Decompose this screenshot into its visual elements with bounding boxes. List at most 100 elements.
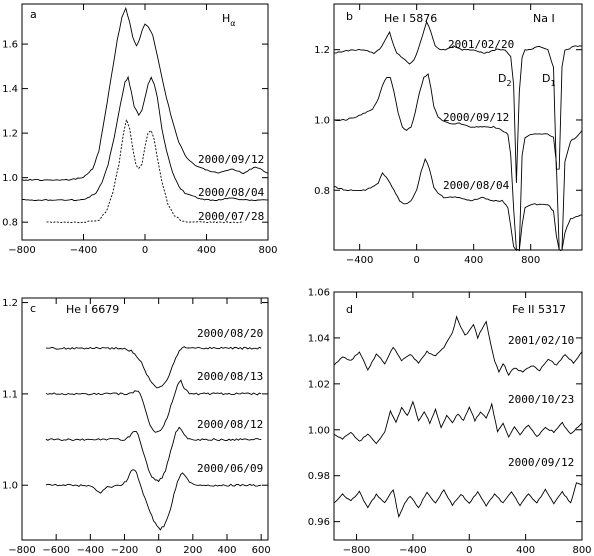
series-line-b-1 (333, 73, 583, 252)
x-tick-label-b-2: 400 (464, 255, 483, 266)
panel-a-title: Hα (222, 12, 236, 28)
panel-d-frame (333, 291, 583, 541)
x-tick-label-b-1: 0 (413, 255, 419, 266)
y-tick-label-b-2: 1.2 (314, 45, 330, 56)
panel-c-series (45, 346, 262, 531)
x-tick-label-c-4: 0 (155, 545, 161, 556)
panel-b-d1-main: D (542, 72, 550, 85)
x-tick-label-c-7: 600 (252, 545, 271, 556)
y-tick-label-d-5: 1.06 (308, 288, 330, 299)
series-line-d-1 (333, 400, 583, 445)
series-line-c-2 (45, 426, 262, 483)
panel-b-ticks: −400 0 400 800 0.8 1.0 1.2 (314, 4, 582, 266)
series-label-d-0: 2001/02/10 (508, 334, 574, 347)
x-tick-label-d-0: −800 (343, 545, 370, 556)
x-tick-label-c-2: −400 (77, 545, 104, 556)
panel-a-letter: a (30, 8, 37, 21)
series-label-c-3: 2000/06/09 (197, 462, 263, 475)
panel-b-d2-main: D (498, 72, 506, 85)
series-line-a-0 (21, 6, 269, 181)
panel-d-series (333, 315, 583, 519)
x-tick-label-a-2: 0 (142, 245, 148, 256)
panel-a-title-sub: α (230, 19, 235, 28)
x-tick-label-a-3: 400 (197, 245, 216, 256)
panel-d-letter: d (346, 303, 353, 316)
series-label-c-1: 2000/08/13 (197, 370, 263, 383)
panel-b-d1-label: D1 (542, 72, 556, 88)
x-tick-label-c-0: −800 (8, 545, 35, 556)
x-tick-label-b-0: −400 (346, 255, 373, 266)
panel-d: d Fe II 5317 −800 −400 0 400 800 0.96 0.98 1.00… (308, 288, 592, 556)
x-tick-label-a-0: −800 (8, 245, 35, 256)
panel-c-title: He I 6679 (66, 303, 119, 316)
panel-b-frame (333, 3, 583, 251)
panel-a-frame (21, 3, 269, 241)
series-line-c-3 (45, 469, 262, 531)
x-tick-label-d-1: −400 (399, 545, 426, 556)
x-tick-label-d-4: 800 (572, 545, 591, 556)
x-tick-label-a-1: −400 (70, 245, 97, 256)
series-label-b-0: 2001/02/20 (448, 38, 514, 51)
x-tick-label-b-3: 800 (521, 255, 540, 266)
series-label-d-1: 2000/10/23 (508, 393, 574, 406)
y-tick-label-b-1: 1.0 (314, 115, 330, 126)
y-tick-label-b-0: 0.8 (314, 186, 330, 197)
panel-b-d1-sub: 1 (550, 79, 555, 88)
x-tick-label-c-3: −200 (111, 545, 138, 556)
panel-b: b He I 5876 Na I D2 D1 −400 0 400 8000.81.0… (314, 3, 583, 266)
panel-c-ticks: −800 −600 −400 −200 0 200 400 600 1.0 1.1 1.2 (2, 298, 271, 556)
panel-b-d2-sub: 2 (506, 79, 511, 88)
x-tick-label-d-3: 400 (516, 545, 535, 556)
y-tick-label-c-2: 1.2 (2, 298, 18, 309)
series-line-d-2 (333, 482, 583, 519)
panel-b-na-label: Na I (533, 12, 555, 25)
panel-b-na-main: Na I (533, 12, 555, 25)
y-tick-label-d-3: 1.02 (308, 379, 330, 390)
panel-b-letter: b (346, 10, 353, 23)
series-label-a-1: 2000/08/04 (198, 186, 265, 199)
series-line-a-1 (21, 75, 268, 201)
x-tick-label-c-5: 200 (183, 545, 202, 556)
panel-b-series (333, 20, 583, 252)
y-tick-label-a-1: 1.0 (2, 173, 18, 184)
panel-d-title: Fe II 5317 (512, 303, 566, 316)
panel-d-ticks: −800 −400 0 400 800 0.96 0.98 1.00 1.02 1.04 1.06 (308, 288, 592, 556)
x-tick-label-d-2: 0 (466, 545, 472, 556)
x-tick-label-c-6: 400 (217, 545, 236, 556)
y-tick-label-d-4: 1.04 (308, 333, 330, 344)
series-label-d-2: 2000/09/12 (508, 456, 574, 469)
y-tick-label-a-0: 0.8 (2, 218, 18, 229)
y-tick-label-d-2: 1.00 (308, 425, 330, 436)
y-tick-label-c-1: 1.1 (2, 389, 18, 400)
y-tick-label-a-2: 1.2 (2, 129, 18, 140)
panel-c-frame (21, 297, 269, 541)
panel-b-title: He I 5876 (384, 12, 437, 25)
series-line-c-1 (45, 379, 262, 433)
panel-a-ticks: −800 −400 0 400 800 0.8 1.0 1.2 1.4 1.6 (2, 4, 278, 256)
x-tick-label-a-4: 800 (258, 245, 277, 256)
series-line-c-0 (45, 346, 262, 389)
x-tick-label-c-1: −600 (42, 545, 69, 556)
series-label-c-2: 2000/08/12 (197, 418, 263, 431)
y-tick-label-a-4: 1.6 (2, 40, 18, 51)
series-label-a-0: 2000/09/12 (198, 153, 264, 166)
series-line-a-2 (46, 118, 244, 224)
series-label-a-2: 2000/07/28 (198, 210, 264, 223)
y-tick-label-c-0: 1.0 (2, 481, 18, 492)
y-tick-label-d-1: 0.98 (308, 471, 330, 482)
y-tick-label-a-3: 1.4 (2, 84, 18, 95)
series-label-c-0: 2000/08/20 (197, 327, 263, 340)
panel-c: c He I 6679 −800 −600 −400 −200 0 200 400 600 1.… (2, 297, 271, 556)
series-label-b-2: 2000/08/04 (443, 179, 510, 192)
panel-a-series (21, 6, 269, 224)
series-label-b-1: 2000/09/12 (443, 111, 509, 124)
panel-a: a Hα −800 −400 0 400 800 0.8 1.0 1.2 1.4 1.6 2000… (2, 3, 278, 256)
series-line-b-0 (333, 20, 583, 183)
series-line-b-2 (333, 157, 583, 252)
y-tick-label-d-0: 0.96 (308, 517, 330, 528)
panel-b-d2-label: D2 (498, 72, 512, 88)
panel-c-letter: c (30, 302, 36, 315)
panel-a-title-main: H (222, 12, 230, 25)
series-line-d-0 (333, 315, 583, 377)
